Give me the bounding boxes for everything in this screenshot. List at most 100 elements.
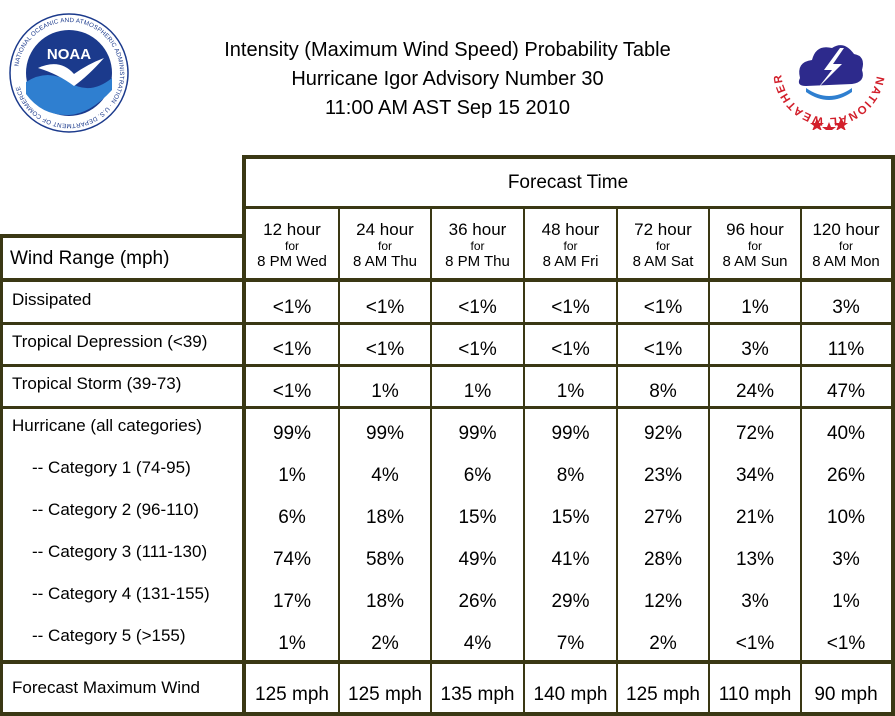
- table-cell: 17%: [272, 591, 312, 612]
- column-header-for: for: [377, 239, 392, 253]
- column-header-for: for: [470, 239, 485, 253]
- table-border-left: [0, 234, 3, 716]
- nws-logo-icon: NATIONAL WEATHER SERVICE: [770, 8, 884, 130]
- column-header-hour: 48 hour: [541, 220, 600, 239]
- column-header: 120 hour for 8 AM Mon: [801, 220, 891, 271]
- table-cell: 99%: [551, 423, 590, 444]
- table-cell: <1%: [643, 339, 683, 360]
- table-cell: 4%: [371, 465, 399, 486]
- svg-text:NOAA: NOAA: [47, 46, 91, 63]
- table-cell: 2%: [371, 633, 399, 654]
- max-wind-cell: 90 mph: [814, 684, 878, 705]
- table-cell: <1%: [365, 297, 405, 318]
- table-cell: 1%: [371, 381, 399, 402]
- table-cell: 10%: [826, 507, 866, 528]
- title-line-2: Hurricane Igor Advisory Number 30: [291, 68, 604, 90]
- table-cell: 15%: [458, 507, 497, 528]
- row-label: -- Category 3 (111-130): [32, 542, 208, 561]
- table-cell: <1%: [458, 297, 497, 318]
- forecast-time-header: Forecast Time: [507, 171, 629, 193]
- table-cell: 49%: [458, 549, 497, 570]
- table-cell: <1%: [272, 381, 312, 402]
- title-line-1: Intensity (Maximum Wind Speed) Probabili…: [224, 39, 671, 61]
- table-cell: 26%: [826, 465, 866, 486]
- column-divider: [430, 206, 432, 716]
- table-cell: 6%: [278, 507, 306, 528]
- table-border-bottom: [0, 712, 894, 716]
- table-cell: 8%: [649, 381, 677, 402]
- max-wind-cell: 135 mph: [440, 684, 515, 705]
- max-wind-cell: 140 mph: [533, 684, 608, 705]
- max-wind-cell: 110 mph: [718, 684, 792, 705]
- column-divider: [242, 155, 246, 716]
- column-header: 96 hour for 8 AM Sun: [709, 220, 801, 271]
- table-cell: 74%: [272, 549, 312, 570]
- table-cell: 6%: [463, 465, 492, 486]
- row-header-border-top: [0, 234, 245, 238]
- column-header-hour: 24 hour: [356, 220, 414, 239]
- column-header-hour: 96 hour: [726, 220, 784, 239]
- table-cell: 1%: [832, 591, 860, 612]
- table-cell: 27%: [643, 507, 683, 528]
- table-cell: 29%: [551, 591, 590, 612]
- table-cell: 18%: [365, 591, 405, 612]
- max-wind-cell: 125 mph: [348, 684, 422, 705]
- table-cell: 3%: [741, 591, 769, 612]
- column-header-for: for: [747, 239, 762, 253]
- table-cell: 12%: [643, 591, 683, 612]
- table-cell: 1%: [741, 297, 769, 318]
- column-header: 36 hour for 8 PM Thu: [431, 220, 524, 271]
- column-divider: [800, 206, 802, 716]
- table-cell: 1%: [556, 381, 585, 402]
- column-header-time: 8 AM Mon: [812, 253, 880, 270]
- table-cell: 58%: [365, 549, 405, 570]
- title-line-3: 11:00 AM AST Sep 15 2010: [325, 97, 570, 119]
- column-header-time: 8 PM Thu: [445, 253, 510, 270]
- column-header-for: for: [838, 239, 853, 253]
- table-cell: 1%: [463, 381, 492, 402]
- row-label: Tropical Storm (39-73): [12, 374, 182, 393]
- column-divider: [523, 206, 525, 716]
- table-cell: 11%: [827, 339, 865, 360]
- table-cell: 2%: [649, 633, 677, 654]
- table-cell: <1%: [365, 339, 405, 360]
- table-cell: 24%: [735, 381, 775, 402]
- column-header-hour: 12 hour: [263, 220, 321, 239]
- noaa-logo-icon: NATIONAL OCEANIC AND ATMOSPHERIC ADMINIS…: [9, 13, 129, 133]
- row-label: -- Category 5 (>155): [32, 626, 186, 645]
- table-cell: 40%: [826, 423, 866, 444]
- table-cell: 3%: [832, 297, 860, 318]
- row-divider: [0, 322, 894, 325]
- column-header-for: for: [655, 239, 670, 253]
- table-cell: 92%: [643, 423, 683, 444]
- row-label: Dissipated: [12, 290, 92, 309]
- table-cell: 8%: [556, 465, 585, 486]
- column-header-time: 8 AM Sat: [632, 253, 694, 270]
- column-header-hour: 36 hour: [448, 220, 507, 239]
- column-header-for: for: [284, 239, 299, 253]
- max-wind-cell: 125 mph: [255, 684, 329, 705]
- column-header-for: for: [563, 239, 578, 253]
- table-cell: 99%: [272, 423, 312, 444]
- table-cell: 99%: [365, 423, 405, 444]
- column-header: 72 hour for 8 AM Sat: [617, 220, 709, 271]
- column-header-time: 8 PM Wed: [257, 253, 327, 270]
- table-border-top: [242, 155, 894, 159]
- row-label: -- Category 4 (131-155): [32, 584, 210, 603]
- column-header: 12 hour for 8 PM Wed: [245, 220, 339, 271]
- column-header-time: 8 AM Thu: [353, 253, 417, 270]
- table-cell: 15%: [551, 507, 590, 528]
- column-header-hour: 72 hour: [634, 220, 692, 239]
- table-cell: 72%: [735, 423, 775, 444]
- row-label: Tropical Depression (<39): [12, 332, 208, 351]
- table-cell: 3%: [741, 339, 769, 360]
- table-cell: 1%: [278, 633, 306, 654]
- table-cell: 41%: [551, 549, 590, 570]
- table-cell: <1%: [551, 297, 590, 318]
- table-cell: 23%: [643, 465, 683, 486]
- row-label: Hurricane (all categories): [12, 416, 202, 435]
- table-cell: 13%: [735, 549, 775, 570]
- table-cell: 99%: [458, 423, 497, 444]
- column-header-hour: 120 hour: [812, 220, 880, 239]
- table-cell: <1%: [643, 297, 683, 318]
